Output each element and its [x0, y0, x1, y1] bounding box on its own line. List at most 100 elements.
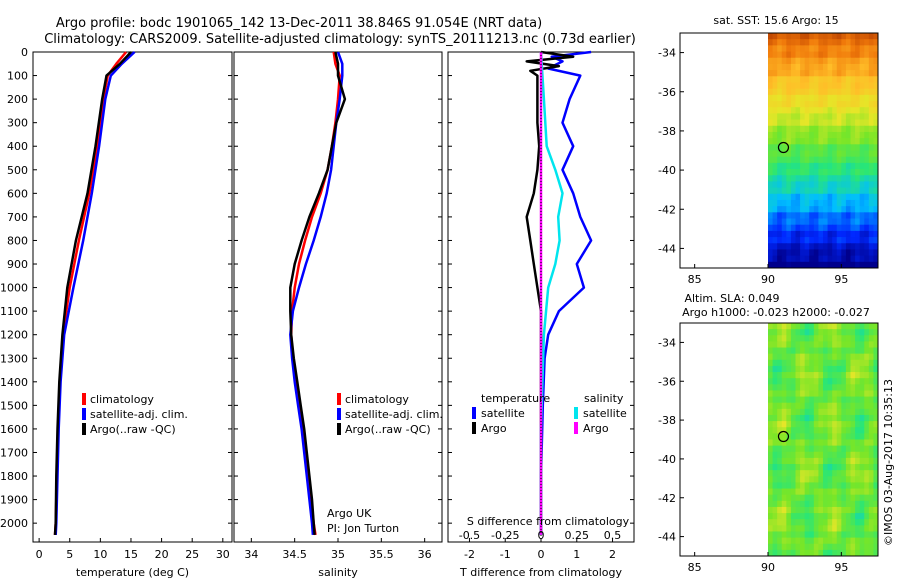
sla-map-cell: [804, 525, 810, 532]
sla-map-cell: [841, 519, 847, 526]
sla-map-cell: [873, 359, 879, 367]
sla-map-cell: [841, 359, 847, 367]
sst-map-cell: [804, 150, 810, 158]
sst-map-cell: [850, 119, 856, 127]
sst-map-cell: [777, 51, 783, 59]
temperature-ytick-label: 1000: [0, 282, 28, 295]
sst-map-xtick-label: 95: [834, 273, 848, 286]
sla-map-cell: [845, 445, 851, 453]
sla-map-cell: [790, 353, 796, 361]
sla-map-cell: [864, 390, 870, 398]
difference-legend-swatch: [472, 407, 476, 419]
sla-map-cell: [855, 396, 861, 404]
sst-map-cell: [800, 88, 806, 96]
sst-map-cell: [855, 45, 861, 53]
sla-map-cell: [868, 335, 874, 342]
temperature-xtick-label: 20: [155, 548, 169, 561]
sla-map-cell: [813, 384, 819, 391]
sst-map-cell: [795, 125, 801, 133]
sst-map-cell: [832, 218, 838, 226]
sst-map-cell: [777, 125, 783, 133]
sla-map-cell: [855, 543, 861, 551]
sla-map-cell: [781, 464, 787, 471]
sla-map-cell: [804, 464, 810, 471]
sst-map-cell: [790, 212, 796, 220]
sst-map-cell: [768, 206, 774, 213]
sla-map-cell: [832, 451, 838, 459]
sla-map-cell: [868, 421, 874, 428]
sst-map-cell: [823, 187, 829, 195]
sst-map-cell: [859, 230, 865, 238]
sla-map-cell: [832, 378, 838, 385]
sla-map-cell: [800, 445, 806, 453]
sla-map-cell: [800, 433, 806, 440]
sla-map-cell: [781, 494, 787, 502]
sst-map-cell: [813, 113, 819, 121]
sla-map-cell: [786, 457, 792, 465]
sst-map-cell: [836, 230, 842, 238]
sla-map-cell: [855, 347, 861, 355]
sla-map-cell: [827, 329, 833, 336]
sla-map-cell: [836, 470, 842, 477]
sst-map-cell: [827, 94, 833, 102]
sst-map-cell: [800, 94, 806, 102]
sla-map-cell: [795, 329, 801, 336]
sst-map-cell: [868, 144, 874, 151]
sst-map-cell: [804, 51, 810, 59]
sst-map-cell: [845, 162, 851, 170]
sla-map-cell: [841, 347, 847, 355]
sla-map-cell: [781, 378, 787, 385]
sst-map-cell: [836, 243, 842, 250]
sla-map-cell: [772, 531, 778, 539]
sla-map-cell: [781, 335, 787, 342]
sst-map-cell: [781, 94, 787, 102]
sst-map-cell: [818, 249, 824, 257]
sst-map-cell: [827, 82, 833, 90]
sla-map-cell: [800, 451, 806, 459]
sla-map-cell: [855, 500, 861, 508]
sst-map-cell: [873, 39, 879, 46]
sst-map-cell: [818, 212, 824, 220]
sst-map-cell: [827, 39, 833, 46]
sla-map-cell: [873, 476, 879, 483]
sst-map-cell: [868, 230, 874, 238]
sla-map-cell: [859, 421, 865, 428]
salinity-xtick-label: 35.5: [369, 548, 394, 561]
sst-map-cell: [786, 193, 792, 201]
sla-map-cell: [772, 384, 778, 391]
sst-map-cell: [772, 88, 778, 96]
sst-map-cell: [845, 187, 851, 195]
sla-map-cell: [786, 402, 792, 410]
sst-map-cell: [777, 230, 783, 238]
sla-map-cell: [781, 414, 787, 422]
sla-map-cell: [768, 421, 774, 428]
sst-map-cell: [845, 131, 851, 139]
sst-map-cell: [836, 88, 842, 96]
sla-map-cell: [768, 464, 774, 471]
sla-map-cell: [777, 347, 783, 355]
sla-map-cell: [809, 378, 815, 385]
sst-map-cell: [827, 125, 833, 133]
sla-map-cell: [823, 439, 829, 447]
sla-map-cell: [823, 543, 829, 551]
sst-map-cell: [795, 193, 801, 201]
sla-map-cell: [823, 341, 829, 349]
sst-map-cell: [809, 237, 815, 244]
sla-map-cell: [859, 433, 865, 440]
sla-map-cell: [855, 482, 861, 490]
sst-map-cell: [841, 237, 847, 244]
sla-map-cell: [845, 549, 851, 557]
sla-map-cell: [827, 433, 833, 440]
sst-map-cell: [868, 249, 874, 257]
sst-map-cell: [827, 255, 833, 263]
sla-map-cell: [777, 402, 783, 410]
sla-map-cell: [873, 402, 879, 410]
sla-map-cell: [795, 433, 801, 440]
sst-map-cell: [790, 199, 796, 207]
sst-map-cell: [795, 76, 801, 83]
sla-map-cell: [818, 372, 824, 379]
sst-map-cell: [845, 107, 851, 114]
sla-map-cell: [836, 359, 842, 367]
sla-map-cell: [850, 433, 856, 440]
sst-map-cell: [845, 181, 851, 189]
